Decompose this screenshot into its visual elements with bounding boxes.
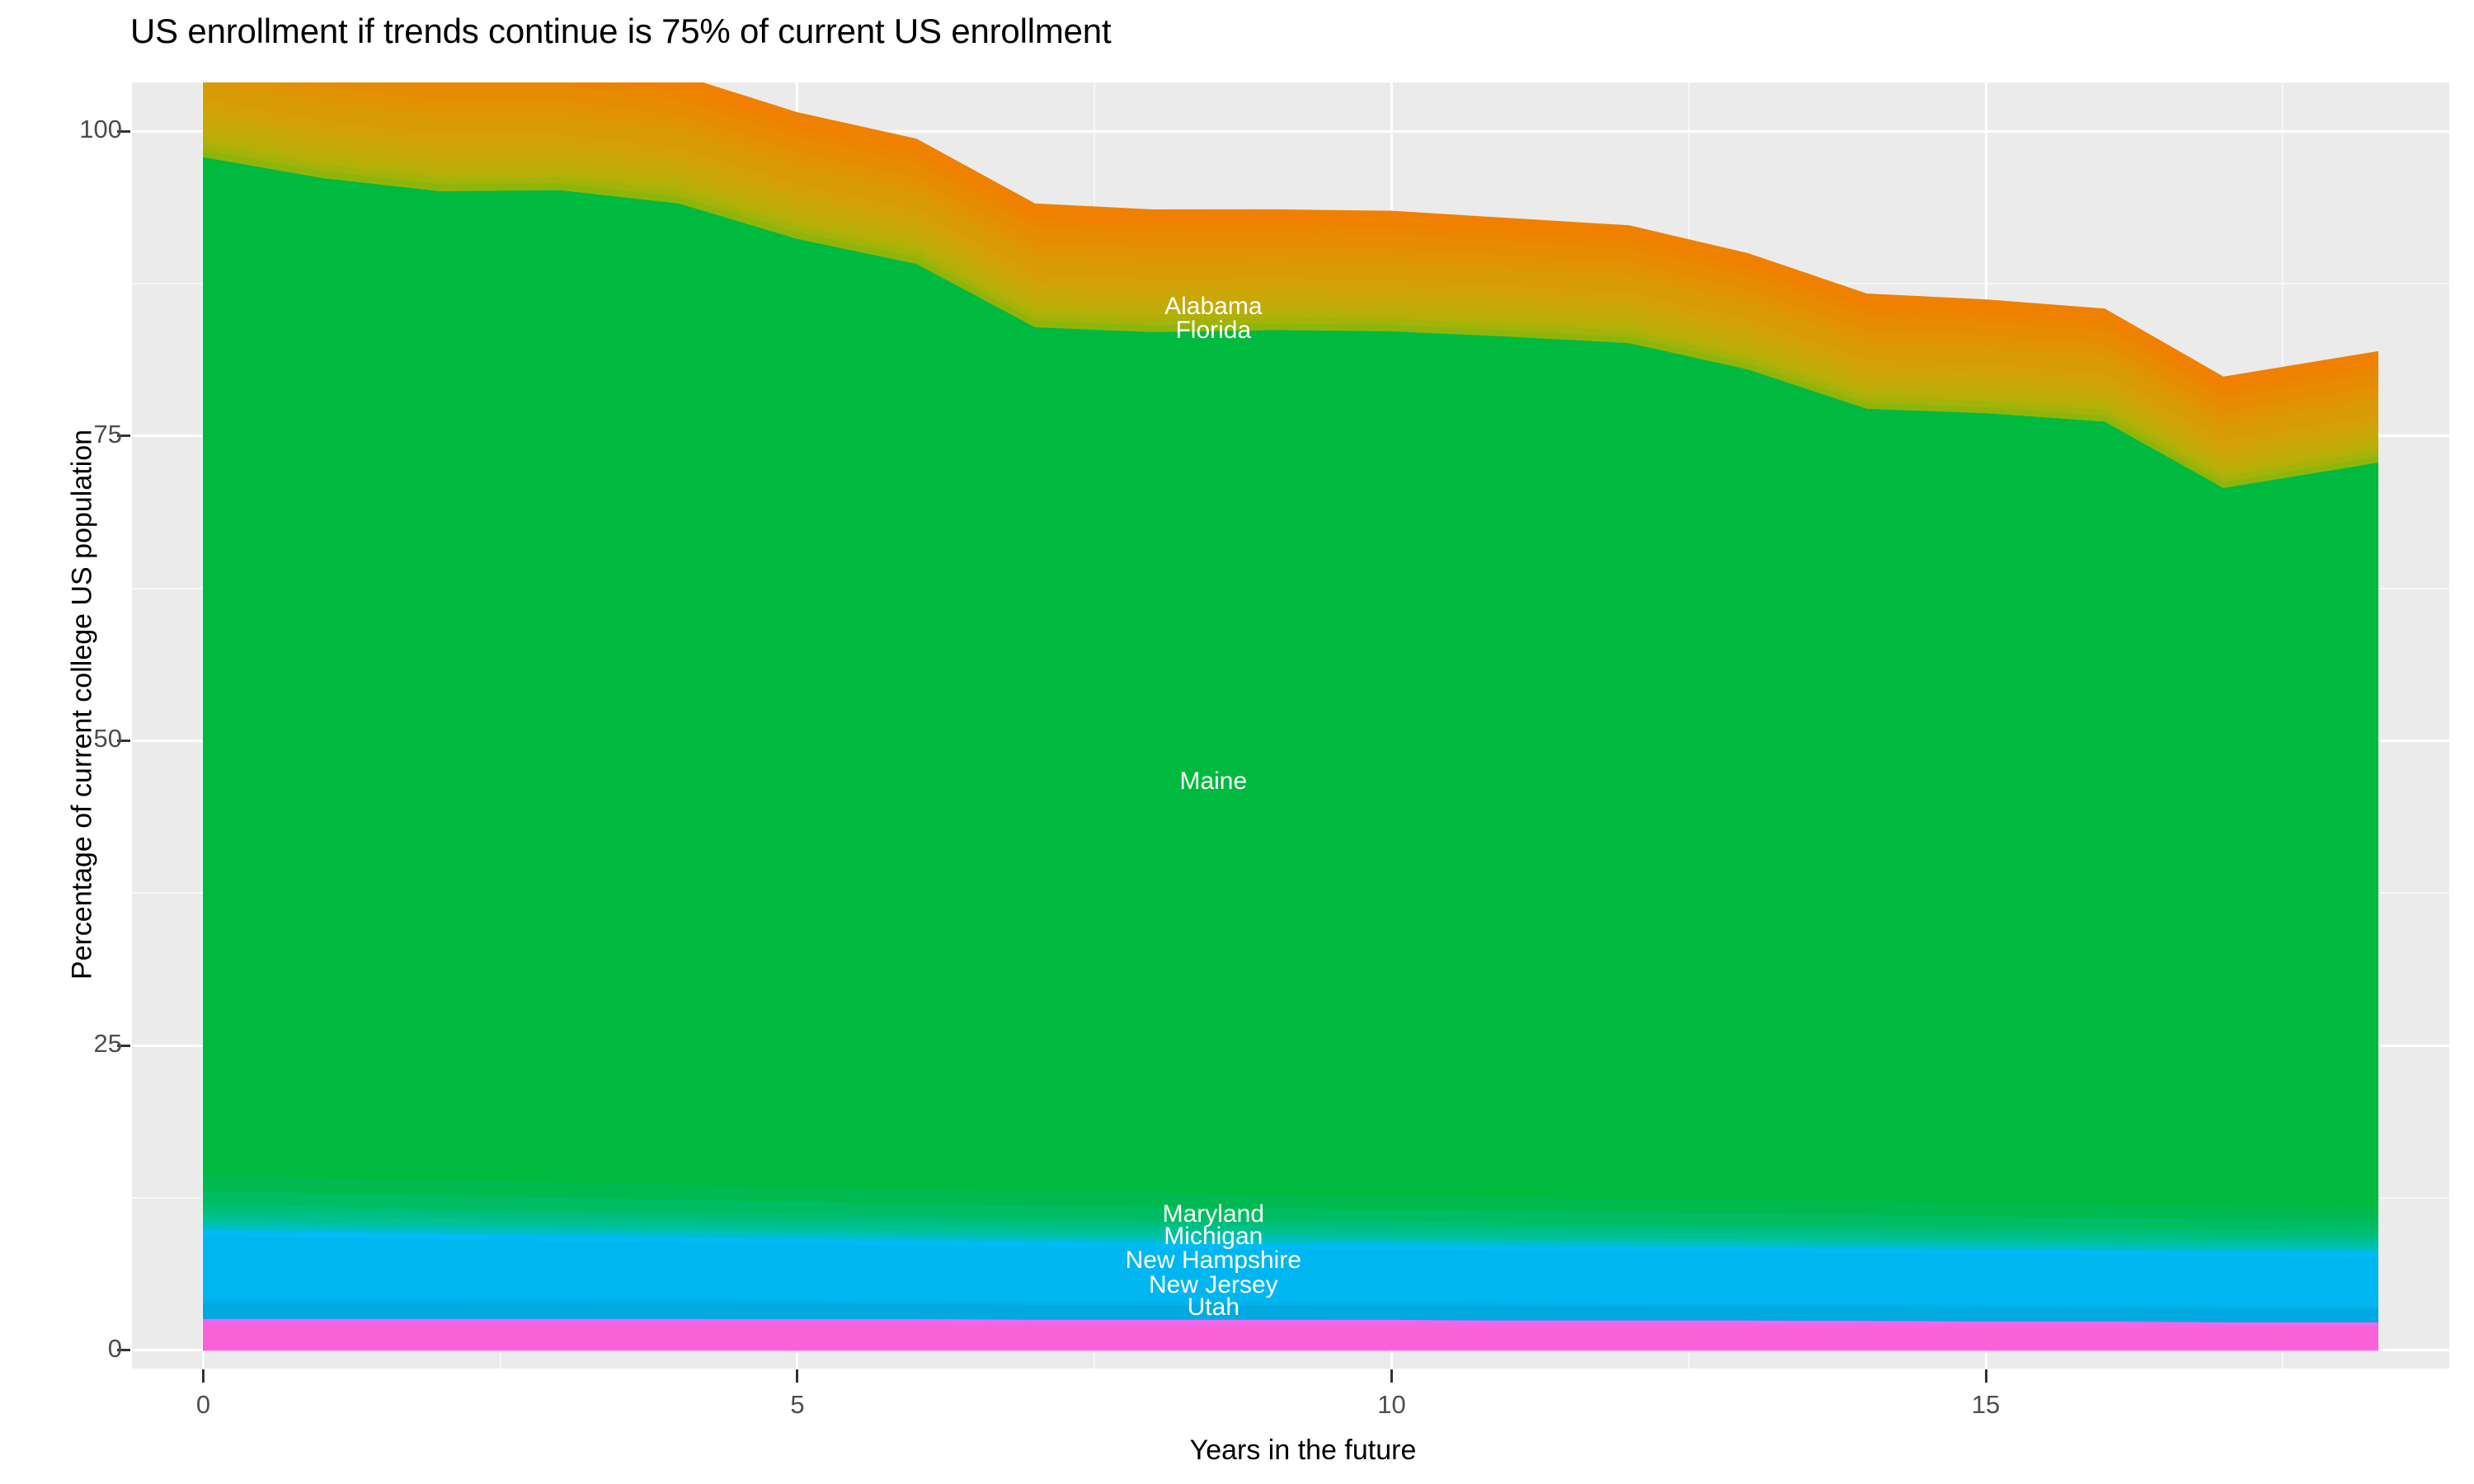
x-tick-mark bbox=[1984, 1369, 1987, 1383]
x-tick-label: 5 bbox=[790, 1390, 805, 1419]
y-tick-mark bbox=[117, 434, 130, 438]
x-tick-mark bbox=[796, 1369, 799, 1383]
y-tick-mark bbox=[117, 1044, 130, 1047]
y-axis-title: Percentage of current college US populat… bbox=[66, 429, 98, 980]
y-tick-label: 100 bbox=[79, 115, 122, 144]
y-tick-label: 25 bbox=[93, 1029, 122, 1059]
y-tick-mark bbox=[117, 739, 130, 742]
area-band-utah bbox=[202, 1325, 2379, 1351]
x-tick-label: 0 bbox=[195, 1390, 211, 1419]
gridline-major-y bbox=[132, 129, 2449, 133]
stacked-area-plot bbox=[202, 82, 2379, 1351]
x-tick-label: 10 bbox=[1377, 1390, 1406, 1419]
x-axis-title: Years in the future bbox=[1189, 1435, 1417, 1466]
plot-panel bbox=[132, 82, 2449, 1369]
y-tick-mark bbox=[117, 1349, 130, 1352]
y-tick-label: 75 bbox=[93, 419, 122, 448]
y-tick-mark bbox=[117, 129, 130, 133]
y-tick-label: 0 bbox=[107, 1333, 122, 1363]
page-title: US enrollment if trends continue is 75% … bbox=[130, 12, 1112, 50]
x-tick-mark bbox=[201, 1369, 205, 1383]
area-band-alabama bbox=[618, 82, 2379, 390]
y-tick-label: 50 bbox=[93, 724, 122, 754]
x-tick-mark bbox=[1390, 1369, 1393, 1383]
x-tick-label: 15 bbox=[1971, 1390, 2001, 1419]
